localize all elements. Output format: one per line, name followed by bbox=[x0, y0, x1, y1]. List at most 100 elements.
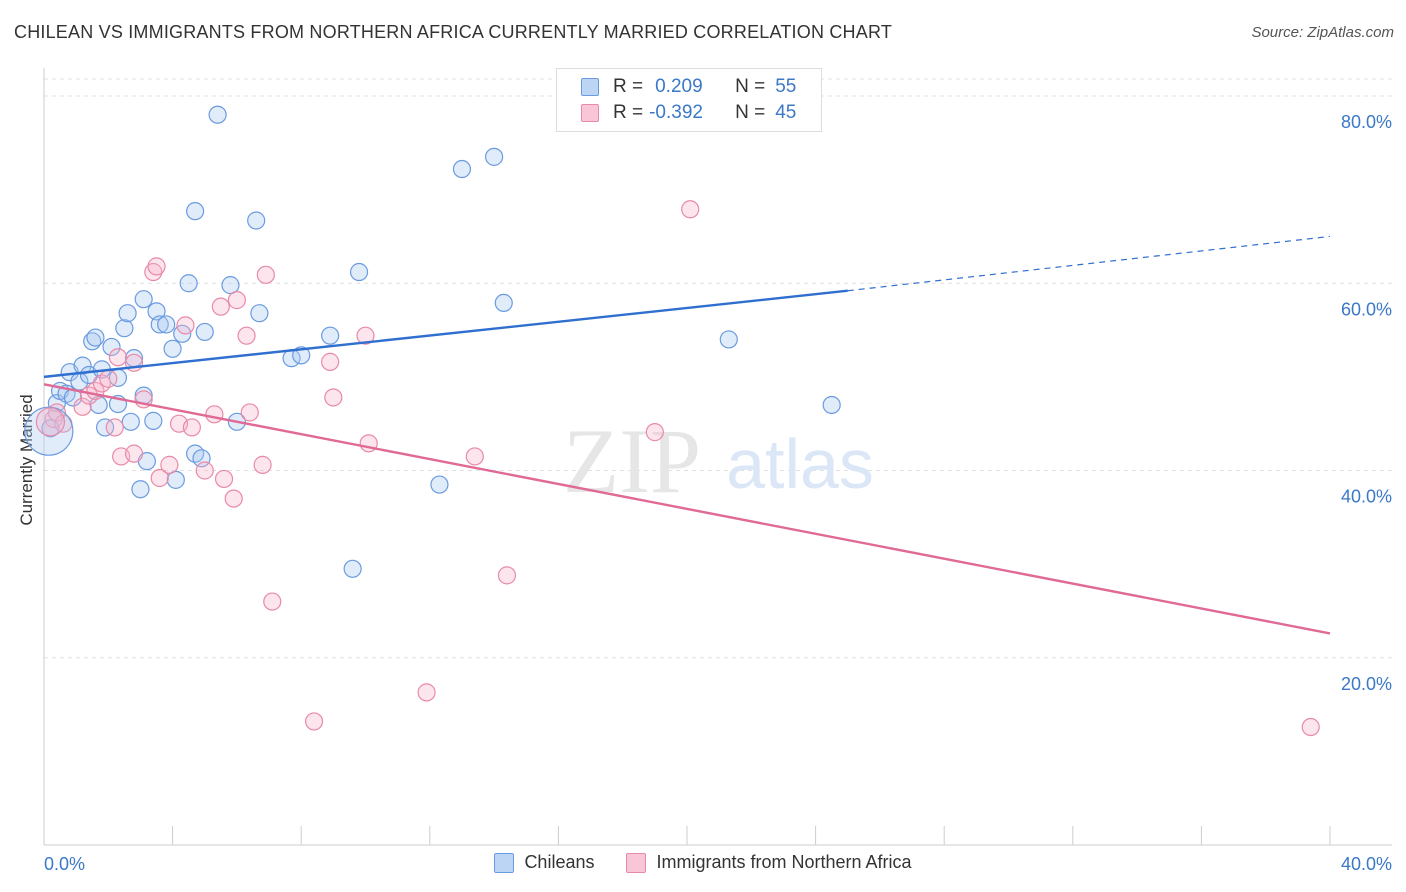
n-value: 55 bbox=[775, 76, 797, 97]
chileans-trend-line bbox=[43, 289, 848, 379]
axes bbox=[43, 68, 1392, 846]
chileans-point bbox=[115, 319, 134, 338]
chileans-point bbox=[292, 346, 311, 365]
northern-africa-point bbox=[263, 592, 282, 611]
chileans-point bbox=[166, 470, 185, 489]
chileans-point bbox=[131, 480, 150, 499]
chileans-point bbox=[157, 315, 176, 334]
n-value: 45 bbox=[775, 102, 797, 123]
chileans-swatch bbox=[581, 78, 599, 96]
chileans-point bbox=[208, 105, 227, 124]
chileans-point bbox=[250, 304, 269, 323]
northern-africa-point bbox=[256, 265, 275, 284]
n-label: N = bbox=[735, 76, 766, 97]
legend-item-northern-africa[interactable]: Immigrants from Northern Africa bbox=[626, 852, 912, 873]
northern-africa-point bbox=[645, 423, 664, 442]
northern-africa-point bbox=[150, 468, 169, 488]
watermark-atlas: atlas bbox=[726, 425, 874, 503]
stats-row-chileans: R = 0.209 N = 55 bbox=[581, 75, 796, 99]
x-tick-label: 0.0% bbox=[44, 854, 85, 874]
chileans-point bbox=[86, 328, 105, 347]
chileans-point bbox=[179, 274, 198, 293]
chileans-point bbox=[150, 315, 169, 334]
northern-africa-point bbox=[108, 348, 128, 367]
chileans-point bbox=[163, 339, 182, 358]
chileans-point bbox=[343, 559, 362, 578]
chileans-point bbox=[102, 337, 121, 357]
northern-africa-point bbox=[105, 418, 124, 437]
northern-africa-point bbox=[321, 352, 340, 371]
legend-swatch-northern-africa bbox=[626, 852, 647, 873]
northern-africa-point bbox=[176, 316, 195, 335]
northern-africa-point bbox=[240, 403, 259, 422]
y-tick-label: 40.0% bbox=[1341, 487, 1392, 507]
chileans-point bbox=[118, 304, 137, 323]
northern-africa-point bbox=[205, 405, 224, 424]
chileans-point bbox=[321, 326, 340, 345]
northern-africa-point bbox=[214, 469, 234, 489]
chart-legend: Chileans Immigrants from Northern Africa bbox=[0, 852, 1406, 873]
chileans-point bbox=[73, 356, 92, 375]
x-tick-label: 40.0% bbox=[1341, 854, 1392, 874]
northern-africa-point bbox=[124, 444, 144, 463]
chileans-point bbox=[485, 147, 504, 166]
r-label: R = bbox=[613, 102, 644, 123]
northern-africa-point bbox=[253, 455, 272, 474]
chileans-point bbox=[494, 293, 513, 313]
trend-lines bbox=[43, 235, 1331, 635]
chileans-point bbox=[452, 159, 472, 179]
chileans-point bbox=[195, 322, 214, 342]
chileans-point bbox=[134, 290, 153, 309]
northern-africa-cluster-point bbox=[35, 407, 66, 437]
northern-africa-point bbox=[304, 712, 324, 731]
northern-africa-point bbox=[99, 369, 118, 388]
northern-africa-point bbox=[182, 418, 201, 437]
northern-africa-point bbox=[681, 200, 700, 219]
northern-africa-point bbox=[1301, 717, 1320, 737]
legend-label-chileans: Chileans bbox=[524, 852, 595, 872]
chileans-point bbox=[349, 262, 369, 282]
tick-labels: 20.0% 40.0% 60.0% 80.0% 0.0% 40.0% bbox=[44, 112, 1392, 874]
northern-africa-point bbox=[497, 566, 517, 585]
chileans-point bbox=[719, 330, 738, 349]
chart-title: CHILEAN VS IMMIGRANTS FROM NORTHERN AFRI… bbox=[14, 22, 893, 42]
chileans-point bbox=[144, 411, 163, 430]
northern-africa-swatch bbox=[581, 104, 599, 122]
watermark-zip: ZIP bbox=[563, 410, 701, 512]
y-tick-label: 20.0% bbox=[1341, 674, 1392, 694]
chileans-point bbox=[89, 395, 108, 415]
chileans-point bbox=[430, 475, 449, 494]
northern-africa-point bbox=[465, 447, 484, 466]
source-credit: Source: ZipAtlas.com bbox=[1251, 24, 1394, 41]
northern-africa-point bbox=[356, 326, 375, 345]
northern-africa-point bbox=[224, 489, 243, 508]
r-value: -0.392 bbox=[649, 102, 703, 123]
chileans-point bbox=[247, 211, 266, 230]
northern-africa-point bbox=[144, 262, 163, 282]
n-label: N = bbox=[735, 102, 766, 123]
gridlines bbox=[44, 78, 1392, 659]
r-label: R = bbox=[613, 76, 644, 97]
northern-africa-point bbox=[211, 297, 230, 316]
y-tick-label: 60.0% bbox=[1341, 299, 1392, 319]
chileans-trend-extension bbox=[847, 235, 1331, 292]
stats-row-northern-africa: R = -0.392 N = 45 bbox=[581, 101, 796, 125]
chileans-point bbox=[221, 276, 240, 295]
chileans-point bbox=[822, 395, 841, 415]
northern-africa-point bbox=[237, 326, 256, 345]
northern-africa-point bbox=[160, 455, 179, 474]
northern-africa-point bbox=[324, 388, 343, 407]
chileans-point bbox=[186, 202, 205, 221]
y-tick-label: 80.0% bbox=[1341, 112, 1392, 132]
northern-africa-point bbox=[417, 683, 436, 702]
northern-africa-point bbox=[195, 461, 214, 480]
correlation-stats-box: R = 0.209 N = 55 R = -0.392 N = 45 bbox=[556, 68, 822, 132]
legend-item-chileans[interactable]: Chileans bbox=[494, 852, 594, 873]
northern-africa-trend-line bbox=[43, 383, 1331, 635]
chileans-point bbox=[121, 412, 140, 431]
northern-africa-point bbox=[227, 291, 246, 310]
northern-africa-point bbox=[147, 257, 166, 276]
chileans-point bbox=[95, 418, 115, 437]
watermark: ZIP atlas bbox=[563, 410, 874, 512]
